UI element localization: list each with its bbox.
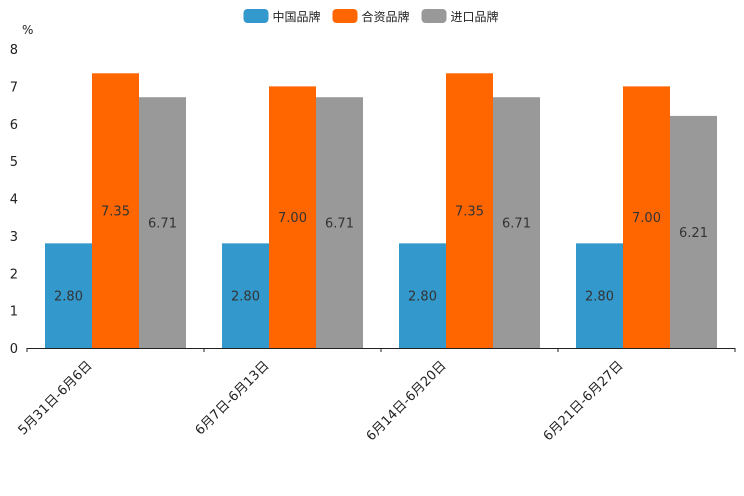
y-tick-label: 2 <box>10 267 18 282</box>
y-axis: 0 1 2 3 4 5 6 7 8 <box>10 43 18 357</box>
data-label: 7.35 <box>101 205 130 220</box>
bar <box>493 97 540 349</box>
y-tick-label: 0 <box>10 342 18 357</box>
y-tick-label: 6 <box>10 118 18 133</box>
legend: 中国品牌 合资品牌 进口品牌 <box>243 9 499 24</box>
bar <box>222 243 269 348</box>
legend-label: 合资品牌 <box>362 9 410 24</box>
legend-label: 进口品牌 <box>451 10 499 24</box>
data-label: 6.71 <box>148 217 177 232</box>
data-label: 7.00 <box>278 211 307 226</box>
y-tick-label: 7 <box>10 80 18 95</box>
legend-label: 中国品牌 <box>273 9 321 24</box>
y-tick-label: 5 <box>10 155 18 170</box>
x-tick-label: 6月14日-6月20日 <box>364 358 450 444</box>
bar <box>670 115 717 349</box>
x-tick-label: 6月7日-6月13日 <box>193 358 273 438</box>
y-tick-label: 4 <box>10 193 18 208</box>
bar <box>45 243 92 348</box>
y-tick-label: 3 <box>10 230 18 245</box>
bar <box>92 73 139 348</box>
data-label: 2.80 <box>231 290 260 305</box>
data-label: 7.00 <box>632 211 661 226</box>
y-tick-label: 8 <box>10 43 18 58</box>
bar <box>316 97 363 349</box>
data-label: 2.80 <box>408 290 437 305</box>
data-label: 2.80 <box>54 290 83 305</box>
bar <box>269 86 316 348</box>
y-axis-unit-label: % <box>22 23 33 37</box>
y-tick-label: 1 <box>10 305 18 320</box>
bar <box>139 97 186 349</box>
x-tick-label: 5月31日-6月6日 <box>16 358 96 438</box>
bars: 2.80 7.35 6.71 2.80 7.00 6.71 2.80 7.35 6.71 2.80… <box>45 73 717 349</box>
legend-swatch <box>421 9 447 23</box>
bar <box>576 243 623 348</box>
bar <box>623 86 670 348</box>
x-tick-label: 6月21日-6月27日 <box>541 358 627 444</box>
bar <box>399 243 446 348</box>
data-label: 6.71 <box>502 217 531 232</box>
bar <box>446 73 493 348</box>
data-label: 6.21 <box>679 226 708 241</box>
x-axis: 5月31日-6月6日 6月7日-6月13日 6月14日-6月20日 6月21日-6月2… <box>16 348 736 444</box>
data-label: 7.35 <box>455 205 484 220</box>
legend-swatch <box>332 9 358 23</box>
data-label: 6.71 <box>325 217 354 232</box>
data-label: 2.80 <box>585 290 614 305</box>
legend-swatch <box>243 9 269 23</box>
